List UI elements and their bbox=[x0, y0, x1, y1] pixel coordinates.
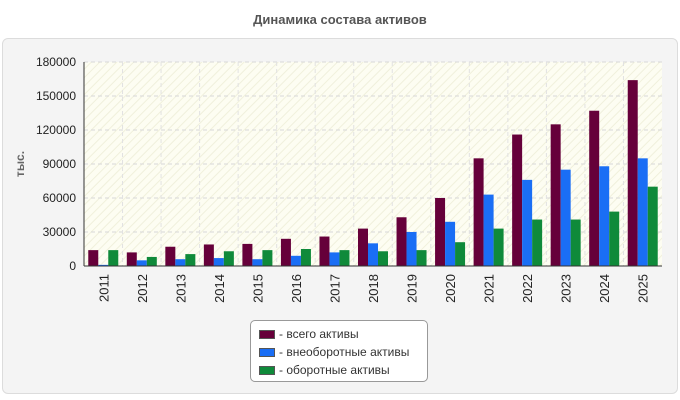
bar bbox=[185, 254, 196, 266]
bar bbox=[339, 250, 350, 266]
bar bbox=[213, 258, 224, 266]
bar bbox=[165, 246, 176, 266]
bar bbox=[493, 228, 504, 266]
bar bbox=[108, 250, 119, 266]
legend-swatch bbox=[259, 329, 275, 339]
x-tick-label: 2020 bbox=[443, 274, 458, 303]
bar bbox=[647, 186, 658, 266]
bar bbox=[146, 256, 157, 266]
x-tick-label: 2014 bbox=[212, 274, 227, 303]
x-tick-label: 2021 bbox=[482, 274, 497, 303]
legend-label: - всего активы bbox=[279, 327, 359, 341]
bar bbox=[368, 243, 378, 266]
bar bbox=[532, 219, 543, 266]
bar bbox=[522, 179, 533, 266]
legend: - всего активы - внеоборотные активы - о… bbox=[250, 320, 428, 382]
legend-item: - оборотные активы bbox=[259, 361, 419, 379]
x-tick-label: 2016 bbox=[289, 274, 304, 303]
x-tick-label: 2012 bbox=[135, 274, 150, 303]
bar bbox=[589, 110, 600, 266]
bar bbox=[98, 264, 109, 266]
bar bbox=[609, 211, 620, 266]
legend-swatch bbox=[259, 365, 275, 375]
y-tick-label: 60000 bbox=[43, 191, 77, 205]
chart-title: Динамика состава активов bbox=[253, 12, 427, 27]
x-tick-label: 2011 bbox=[96, 274, 111, 302]
bar bbox=[126, 252, 137, 266]
y-tick-label: 120000 bbox=[36, 123, 76, 137]
bar bbox=[445, 221, 456, 266]
legend-item: - внеоборотные активы bbox=[259, 343, 419, 361]
x-tick-label: 2015 bbox=[250, 274, 265, 303]
legend-label: - оборотные активы bbox=[279, 363, 390, 377]
legend-swatch bbox=[259, 347, 275, 357]
bar bbox=[378, 251, 388, 266]
bar bbox=[358, 228, 368, 266]
bar bbox=[319, 236, 330, 266]
x-tick-label: 2022 bbox=[520, 274, 535, 303]
x-tick-label: 2018 bbox=[366, 274, 381, 303]
bar bbox=[473, 158, 484, 266]
y-tick-label: 90000 bbox=[43, 157, 77, 171]
bar bbox=[550, 124, 561, 266]
bar bbox=[88, 250, 99, 266]
x-tick-label: 2019 bbox=[405, 274, 420, 303]
bar bbox=[396, 217, 407, 266]
bar bbox=[329, 252, 340, 266]
bar bbox=[300, 249, 311, 266]
bar bbox=[599, 166, 610, 266]
bar bbox=[483, 194, 494, 266]
bar bbox=[560, 169, 571, 266]
y-tick-label: 180000 bbox=[36, 55, 76, 69]
bar bbox=[280, 238, 291, 266]
x-tick-label: 2017 bbox=[327, 274, 342, 303]
x-tick-label: 2023 bbox=[559, 274, 574, 303]
bar bbox=[223, 251, 234, 266]
y-axis-label: тыс. bbox=[13, 151, 27, 177]
legend-item: - всего активы bbox=[259, 325, 419, 343]
bar bbox=[203, 244, 214, 266]
y-tick-label: 150000 bbox=[36, 89, 76, 103]
x-tick-label: 2024 bbox=[597, 274, 612, 303]
y-tick-label: 30000 bbox=[43, 225, 77, 239]
bar bbox=[136, 260, 147, 266]
bar bbox=[512, 134, 523, 266]
bar bbox=[637, 158, 648, 266]
bar bbox=[262, 250, 273, 266]
bar bbox=[406, 232, 417, 266]
bar bbox=[570, 219, 581, 266]
bar bbox=[627, 80, 638, 266]
bar bbox=[242, 243, 253, 266]
bar bbox=[252, 259, 263, 266]
x-tick-label: 2013 bbox=[173, 274, 188, 303]
bar bbox=[455, 242, 466, 266]
bar bbox=[416, 250, 427, 266]
bar bbox=[435, 198, 446, 266]
bar bbox=[290, 255, 301, 266]
legend-label: - внеоборотные активы bbox=[279, 345, 410, 359]
bar bbox=[175, 259, 186, 266]
x-tick-label: 2025 bbox=[636, 274, 651, 303]
y-tick-label: 0 bbox=[69, 259, 76, 273]
